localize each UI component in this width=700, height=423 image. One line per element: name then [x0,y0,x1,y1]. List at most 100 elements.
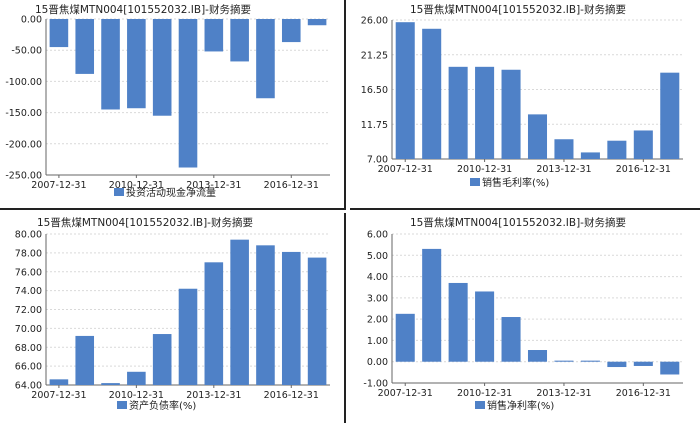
chart-svg: 15晋焦煤MTN004[101552032.IB]-财务摘要 26.00 21.25… [361,3,683,189]
chart-title: 15晋焦煤MTN004[101552032.IB]-财务摘要 [410,3,626,16]
x-tick-label: 2013-12-31 [536,164,591,175]
bar [554,139,574,159]
y-tick-label: 74.00 [15,286,42,297]
x-tick-label: 2016-12-31 [264,180,319,191]
x-tick-label: 2010-12-31 [457,388,512,399]
x-tick-label: 2013-12-31 [186,180,241,191]
bar [204,19,224,52]
bar [230,19,249,62]
bar [395,313,415,362]
y-tick-label: -250.00 [5,171,42,182]
x-tick-label: 2007-12-31 [378,164,433,175]
bar [501,69,521,159]
bar [256,19,275,99]
bar [256,245,275,385]
legend-label: 销售毛利率(%) [482,176,549,189]
bar [475,291,495,362]
bar [448,66,468,159]
y-tick-label: 11.75 [361,120,388,131]
bar [281,19,301,43]
y-tick-label: 6.00 [367,230,388,241]
legend-label: 投资活动现金净流量 [126,186,216,199]
y-tick-label: 72.00 [15,305,42,316]
x-tick-label: 2010-12-31 [457,164,512,175]
y-tick-label: 1.00 [367,336,388,347]
bar [501,317,521,362]
x-tick-label: 2010-12-31 [109,180,164,191]
bar [204,262,224,385]
bar [475,66,495,159]
y-tick-label: -200.00 [5,139,42,150]
chart-panel-gross-margin: 15晋焦煤MTN004[101552032.IB]-财务摘要 26.00 21.25… [350,0,700,210]
y-tick-label: 68.00 [15,343,42,354]
x-tick-label: 2007-12-31 [378,388,433,399]
x-tick-label: 2007-12-31 [31,180,86,191]
y-tick-label: 66.00 [15,362,42,373]
y-tick-label: 0.00 [21,15,42,26]
y-tick-label: 70.00 [15,324,42,335]
y-tick-label: 16.50 [361,85,388,96]
bar [230,239,249,385]
bar [101,383,120,385]
x-tick-label: 2013-12-31 [536,388,591,399]
legend-label: 销售净利率(%) [487,399,554,412]
bar [422,248,442,362]
bar [307,257,327,385]
legend-swatch [470,178,480,186]
chart-title: 15晋焦煤MTN004[101552032.IB]-财务摘要 [35,3,251,16]
bar [527,114,548,159]
bar [660,361,680,375]
y-tick-label: 5.00 [367,251,388,262]
x-tick-label: 2016-12-31 [264,390,319,401]
bar [178,19,198,168]
legend-swatch [475,401,485,409]
legend-swatch [117,401,127,409]
bar [281,251,301,385]
x-tick-label: 2007-12-31 [31,390,86,401]
legend-swatch [114,188,124,196]
x-tick-label: 2016-12-31 [616,388,671,399]
y-tick-label: 4.00 [367,272,388,283]
bar [127,19,146,109]
x-tick-label: 2013-12-31 [186,390,241,401]
chart-title: 15晋焦煤MTN004[101552032.IB]-财务摘要 [410,216,626,229]
bar [607,361,627,368]
y-tick-label: 2.00 [367,315,388,326]
y-tick-label: 7.00 [367,155,388,166]
chart-title: 15晋焦煤MTN004[101552032.IB]-财务摘要 [37,216,253,229]
bar [527,350,548,362]
bar [580,152,600,159]
y-tick-label: 76.00 [15,267,42,278]
bar [660,72,680,159]
bar [307,19,327,26]
bar [395,22,415,160]
y-tick-label: -150.00 [5,108,42,119]
chart-panel-investing-cashflow: 15晋焦煤MTN004[101552032.IB]-财务摘要 0.00 -50.00… [0,0,346,210]
chart-panel-net-margin: 15晋焦煤MTN004[101552032.IB]-财务摘要 6.00 5.00 4.… [350,213,700,423]
y-tick-label: 3.00 [367,293,388,304]
bar [127,371,146,385]
y-tick-label: 21.25 [361,50,388,61]
bar [75,335,95,385]
y-tick-label: 80.00 [15,230,42,241]
chart-panel-debt-ratio: 15晋焦煤MTN004[101552032.IB]-财务摘要 80.00 78.00… [0,213,346,423]
bar [448,282,468,362]
bar [49,379,69,385]
bar [49,19,69,48]
bar [580,360,600,362]
bar [422,28,442,160]
chart-svg: 15晋焦煤MTN004[101552032.IB]-财务摘要 6.00 5.00 4.… [363,216,683,412]
y-tick-label: 0.00 [367,357,388,368]
bar [178,288,198,385]
y-tick-label: -1.00 [363,379,388,390]
bar [554,360,574,362]
bar [633,130,653,159]
x-tick-label: 2016-12-31 [616,164,671,175]
x-tick-label: 2010-12-31 [109,390,164,401]
y-tick-label: 78.00 [15,248,42,259]
bar [75,19,95,74]
y-tick-label: -100.00 [5,77,42,88]
y-tick-label: -50.00 [11,46,42,57]
